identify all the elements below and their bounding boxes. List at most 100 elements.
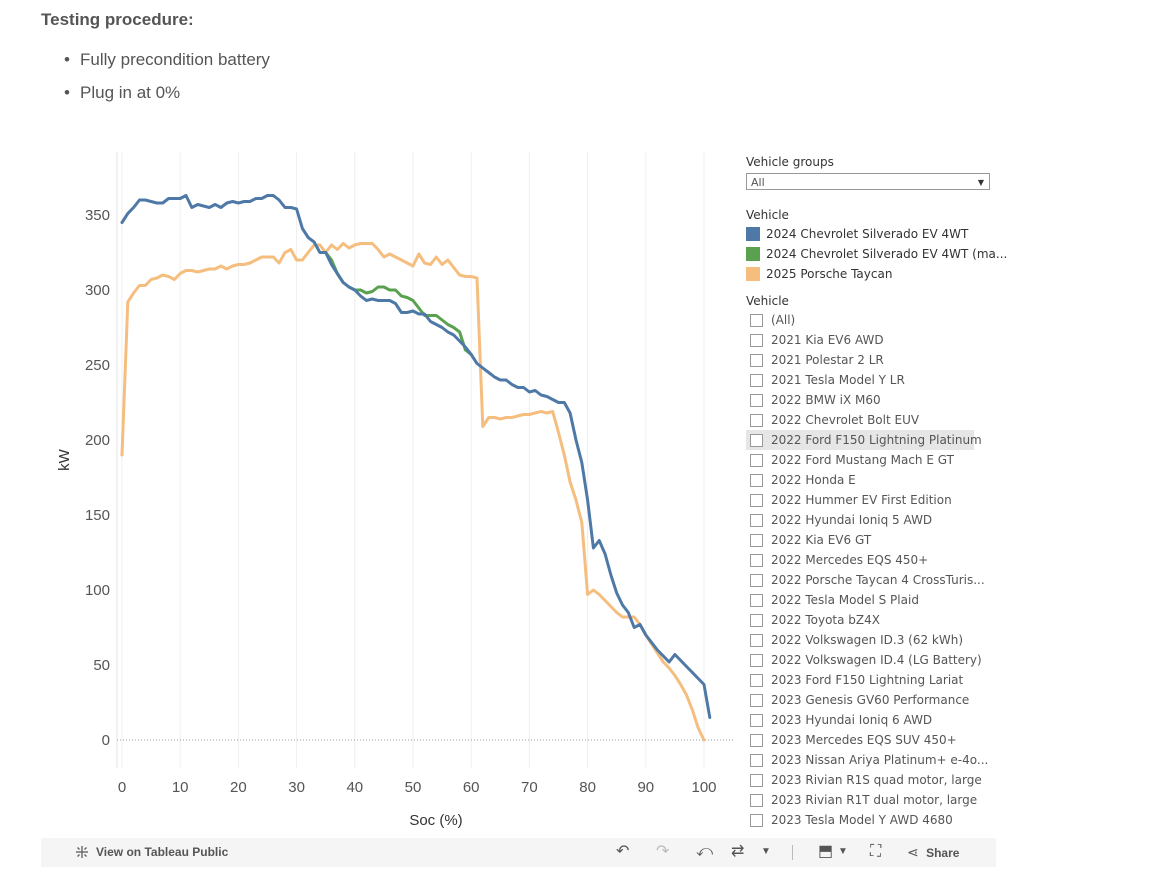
share-button[interactable]: ⋖ Share	[907, 838, 959, 867]
series-line-1	[120, 242, 706, 742]
x-axis-title: Soc (%)	[409, 812, 462, 829]
vehicle-filter-item[interactable]: 2022 Hyundai Ioniq 5 AWD	[746, 510, 974, 530]
procedure-list: Fully precondition battery Plug in at 0%	[64, 50, 270, 116]
vehicle-filter-title: Vehicle	[746, 294, 789, 308]
vehicle-filter-item[interactable]: 2023 Mercedes EQS SUV 450+	[746, 730, 974, 750]
chart-axes: 0 10 20 30 40 50 60 70 80 90 100 0 50 100 150 200 250 300…	[85, 207, 717, 796]
vehicle-filter-item[interactable]: 2022 Hummer EV First Edition	[746, 490, 974, 510]
color-legend-label: 2024 Chevrolet Silverado EV 4WT	[766, 227, 969, 241]
checkbox[interactable]	[750, 733, 763, 747]
revert-icon[interactable]: ⤺	[696, 843, 714, 860]
vehicle-filter-label: 2022 Ford Mustang Mach E GT	[771, 453, 954, 467]
y-tick-label: 100	[85, 582, 110, 599]
checkbox[interactable]	[750, 793, 763, 807]
vehicle-filter-label: (All)	[771, 313, 796, 327]
checkbox[interactable]	[750, 753, 763, 767]
checkbox[interactable]	[750, 713, 763, 727]
y-tick-label: 300	[85, 282, 110, 299]
series-line-3	[120, 194, 712, 719]
chevron-down-icon[interactable]: ▼	[838, 846, 848, 857]
pause-updates-icon[interactable]: ⇄	[731, 843, 745, 860]
vehicle-groups-dropdown[interactable]: All ▼	[746, 173, 990, 190]
vehicle-filter-item[interactable]: 2022 Kia EV6 GT	[746, 530, 974, 550]
checkbox[interactable]	[750, 553, 763, 567]
vehicle-filter-label: 2022 Volkswagen ID.3 (62 kWh)	[771, 633, 964, 647]
vehicle-filter-label: 2021 Polestar 2 LR	[771, 353, 884, 367]
view-on-tableau-link[interactable]: View on Tableau Public	[74, 838, 228, 867]
vehicle-filter-item[interactable]: 2021 Tesla Model Y LR	[746, 370, 974, 390]
checkbox[interactable]	[750, 393, 763, 407]
vehicle-groups-title: Vehicle groups	[746, 155, 834, 169]
checkbox[interactable]	[750, 653, 763, 667]
checkbox[interactable]	[750, 473, 763, 487]
color-swatch	[746, 227, 760, 241]
vehicle-filter-label: 2023 Nissan Ariya Platinum+ e-4o...	[771, 753, 989, 767]
vehicle-filter-label: 2022 Mercedes EQS 450+	[771, 553, 929, 567]
vehicle-groups-value: All	[751, 176, 765, 189]
checkbox[interactable]	[750, 433, 763, 447]
vehicle-filter-item[interactable]: 2022 BMW iX M60	[746, 390, 974, 410]
vehicle-filter-item[interactable]: 2023 Ford F150 Lightning Lariat	[746, 670, 974, 690]
vehicle-filter-item[interactable]: 2022 Porsche Taycan 4 CrossTuris...	[746, 570, 985, 590]
procedure-item: Fully precondition battery	[64, 50, 270, 83]
vehicle-filter-item[interactable]: 2022 Ford F150 Lightning Platinum	[746, 430, 982, 450]
color-legend-item[interactable]: 2025 Porsche Taycan	[746, 264, 996, 284]
vehicle-filter-label: 2022 Toyota bZ4X	[771, 613, 880, 627]
checkbox[interactable]	[750, 693, 763, 707]
vehicle-filter-item[interactable]: 2023 Nissan Ariya Platinum+ e-4o...	[746, 750, 988, 770]
download-icon[interactable]: ⬒	[818, 843, 834, 860]
checkbox[interactable]	[750, 313, 763, 327]
vehicle-filter-item[interactable]: 2023 Rivian R1T dual motor, large	[746, 790, 977, 810]
checkbox[interactable]	[750, 333, 763, 347]
undo-icon[interactable]: ↶	[616, 843, 630, 860]
vehicle-filter-item[interactable]: 2023 Tesla Model Y AWD 4680	[746, 810, 974, 830]
checkbox[interactable]	[750, 513, 763, 527]
vehicle-filter-item[interactable]: (All)	[746, 310, 974, 330]
vehicle-filter-label: 2023 Hyundai Ioniq 6 AWD	[771, 713, 933, 727]
chevron-down-icon[interactable]: ▼	[761, 846, 771, 857]
vehicle-filter-item[interactable]: 2022 Honda E	[746, 470, 974, 490]
vehicle-filter-item[interactable]: 2022 Volkswagen ID.3 (62 kWh)	[746, 630, 974, 650]
vehicle-filter-label: 2022 Hummer EV First Edition	[771, 493, 952, 507]
color-legend-item[interactable]: 2024 Chevrolet Silverado EV 4WT (ma...	[746, 244, 1007, 264]
chevron-down-icon: ▼	[977, 178, 984, 187]
redo-icon[interactable]: ↷	[656, 843, 670, 860]
checkbox[interactable]	[750, 593, 763, 607]
vehicle-filter-label: 2022 Ford F150 Lightning Platinum	[771, 433, 982, 447]
vehicle-filter-item[interactable]: 2022 Toyota bZ4X	[746, 610, 974, 630]
vehicle-filter-item[interactable]: 2023 Genesis GV60 Performance	[746, 690, 974, 710]
checkbox[interactable]	[750, 613, 763, 627]
checkbox[interactable]	[750, 813, 763, 827]
vehicle-filter-item[interactable]: 2022 Ford Mustang Mach E GT	[746, 450, 974, 470]
vehicle-filter-item[interactable]: 2023 Hyundai Ioniq 6 AWD	[746, 710, 974, 730]
checkbox[interactable]	[750, 673, 763, 687]
checkbox[interactable]	[750, 413, 763, 427]
checkbox[interactable]	[750, 573, 763, 587]
fullscreen-icon[interactable]: ⛶	[870, 843, 882, 860]
color-legend-item[interactable]: 2024 Chevrolet Silverado EV 4WT	[746, 224, 996, 244]
checkbox[interactable]	[750, 493, 763, 507]
vehicle-filter-list: (All) 2021 Kia EV6 AWD 2021 Polestar 2 LR 2…	[746, 310, 996, 830]
vehicle-filter-label: 2022 Hyundai Ioniq 5 AWD	[771, 513, 933, 527]
tableau-logo-icon	[76, 846, 88, 858]
vehicle-filter-label: 2022 Chevrolet Bolt EUV	[771, 413, 920, 427]
x-tick-label: 40	[346, 779, 363, 796]
vehicle-filter-item[interactable]: 2022 Chevrolet Bolt EUV	[746, 410, 974, 430]
vehicle-filter-item[interactable]: 2023 Rivian R1S quad motor, large	[746, 770, 982, 790]
checkbox[interactable]	[750, 353, 763, 367]
x-tick-label: 90	[637, 779, 654, 796]
vehicle-filter-label: 2023 Genesis GV60 Performance	[771, 693, 970, 707]
checkbox[interactable]	[750, 533, 763, 547]
checkbox[interactable]	[750, 373, 763, 387]
chart-grid	[116, 152, 735, 768]
vehicle-filter-item[interactable]: 2022 Volkswagen ID.4 (LG Battery)	[746, 650, 982, 670]
checkbox[interactable]	[750, 773, 763, 787]
vehicle-filter-item[interactable]: 2022 Tesla Model S Plaid	[746, 590, 974, 610]
vehicle-filter-item[interactable]: 2022 Mercedes EQS 450+	[746, 550, 974, 570]
checkbox[interactable]	[750, 453, 763, 467]
checkbox[interactable]	[750, 633, 763, 647]
vehicle-filter-item[interactable]: 2021 Kia EV6 AWD	[746, 330, 974, 350]
vehicle-filter-label: 2022 Honda E	[771, 473, 856, 487]
vehicle-filter-item[interactable]: 2021 Polestar 2 LR	[746, 350, 974, 370]
y-tick-label: 150	[85, 507, 110, 524]
